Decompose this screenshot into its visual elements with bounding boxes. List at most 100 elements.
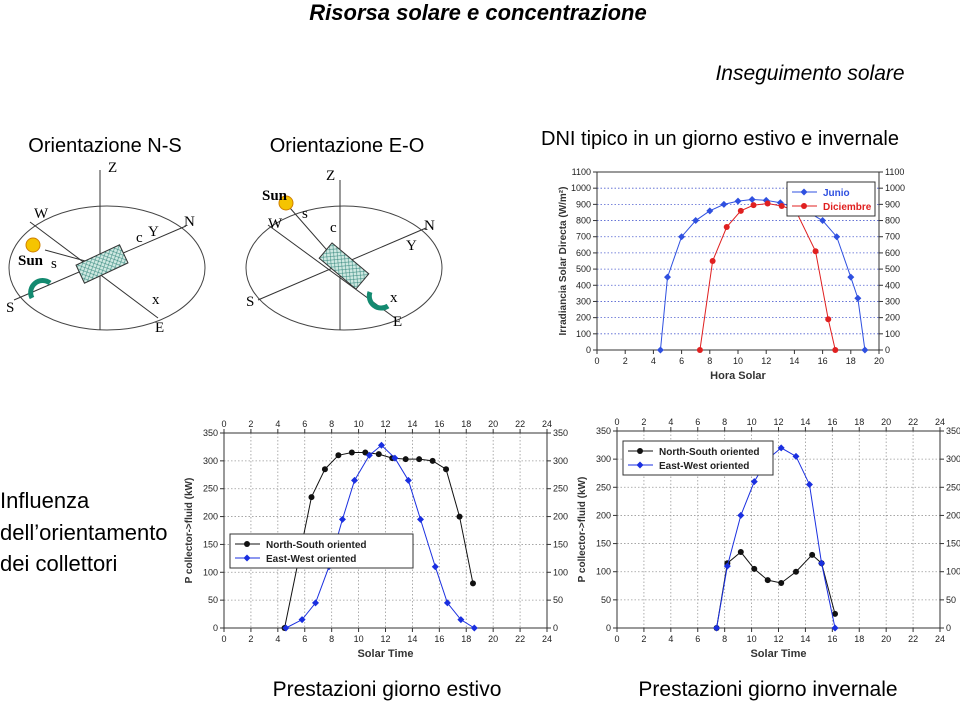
marker — [854, 294, 862, 302]
x-tick-label: 20 — [874, 356, 884, 366]
y2-tick-label: 100 — [885, 329, 900, 339]
marker — [298, 616, 306, 624]
marker — [805, 480, 813, 488]
x-tick-label: 22 — [908, 417, 918, 427]
y-tick-label: 150 — [596, 539, 611, 549]
x-tick-label: 8 — [329, 634, 334, 644]
x-tick-label: 12 — [380, 634, 390, 644]
y2-tick-label: 200 — [946, 510, 960, 520]
y-tick-label: 350 — [203, 428, 218, 438]
x-axis-label: Solar Time — [750, 648, 806, 660]
legend-marker — [636, 461, 644, 469]
legend-box — [622, 440, 774, 476]
y-tick-label: 100 — [596, 567, 611, 577]
marker — [312, 599, 320, 607]
sun — [25, 237, 41, 253]
x-tick-label: 18 — [846, 356, 856, 366]
legend-label: East-West oriented — [659, 461, 749, 472]
x-tick-label: 14 — [800, 417, 810, 427]
marker — [706, 207, 714, 215]
y-tick-label: 50 — [208, 595, 218, 605]
marker — [818, 559, 826, 567]
x-tick-label: 12 — [761, 356, 771, 366]
y2-tick-label: 250 — [946, 482, 960, 492]
x-tick-label: 18 — [461, 634, 471, 644]
x-tick-label: 4 — [668, 417, 673, 427]
y-tick-label: 250 — [596, 482, 611, 492]
marker — [709, 258, 716, 264]
marker — [713, 624, 721, 632]
marker — [737, 511, 745, 519]
y-tick-label: 200 — [596, 510, 611, 520]
x-tick-label: 24 — [935, 417, 945, 427]
marker — [764, 200, 771, 207]
x-tick-label: 6 — [695, 634, 700, 644]
marker — [833, 233, 841, 241]
x-tick-label: 24 — [542, 634, 552, 644]
x-tick-label: 0 — [221, 419, 226, 429]
x-tick-label: 4 — [275, 634, 280, 644]
y-tick-label: 0 — [606, 623, 611, 633]
x-tick-label: 18 — [461, 419, 471, 429]
y-tick-label: 0 — [213, 623, 218, 633]
y-tick-label: 200 — [576, 313, 591, 323]
marker — [678, 233, 686, 241]
x-tick-label: 10 — [733, 356, 743, 366]
x-tick-label: 16 — [434, 419, 444, 429]
y2-tick-label: 50 — [553, 595, 563, 605]
diagram-label: S — [246, 294, 254, 310]
horizon-ellipse — [8, 205, 206, 331]
y-tick-label: 1000 — [571, 183, 591, 193]
x-tick-label: 12 — [773, 634, 783, 644]
marker — [792, 568, 799, 575]
marker — [778, 202, 785, 209]
x-tick-label: 20 — [881, 634, 891, 644]
marker — [750, 202, 757, 209]
marker — [348, 449, 355, 456]
side-text: dei collettori — [0, 551, 117, 576]
y-tick-label: 400 — [576, 280, 591, 290]
x-tick-label: 4 — [668, 634, 673, 644]
marker — [812, 248, 819, 255]
y-axis-label: P collector->fluid (kW) — [577, 477, 588, 583]
marker — [443, 599, 451, 607]
chart-title: DNI tipico in un giorno estivo e inverna… — [541, 128, 899, 150]
legend-marker — [800, 188, 808, 196]
rotation-arrow — [366, 291, 390, 311]
chart-title: Prestazioni giorno estivo — [273, 678, 502, 701]
y2-tick-label: 600 — [885, 248, 900, 258]
x-tick-label: 6 — [302, 634, 307, 644]
marker — [404, 476, 412, 484]
x-tick-label: 24 — [935, 634, 945, 644]
x-axis-label: Solar Time — [357, 648, 413, 660]
y2-tick-label: 50 — [946, 595, 956, 605]
y2-tick-label: 150 — [553, 539, 568, 549]
marker — [819, 217, 827, 225]
plot-frame — [616, 430, 941, 629]
x-tick-label: 2 — [248, 634, 253, 644]
marker — [764, 577, 771, 584]
y-tick-label: 1100 — [572, 167, 591, 177]
x-tick-label: 20 — [488, 634, 498, 644]
x-tick-label: 6 — [302, 419, 307, 429]
side-text: dell’orientamento — [0, 520, 168, 545]
diagram-label: x — [152, 292, 160, 308]
y-tick-label: 0 — [586, 345, 591, 355]
legend-label: Diciembre — [823, 202, 872, 213]
x-tick-label: 8 — [722, 634, 727, 644]
diagram-label: Y — [148, 224, 159, 240]
x-tick-label: 16 — [827, 634, 837, 644]
chart-title: Prestazioni giorno invernale — [638, 678, 897, 701]
collector — [75, 244, 129, 284]
legend-label: Junio — [823, 188, 850, 199]
y-tick-label: 600 — [576, 248, 591, 258]
y2-tick-label: 400 — [885, 280, 900, 290]
x-tick-label: 20 — [488, 419, 498, 429]
y2-tick-label: 500 — [885, 264, 900, 274]
y-axis-label: P collector->fluid (kW) — [184, 478, 195, 584]
marker — [832, 347, 839, 353]
y2-tick-label: 350 — [553, 428, 568, 438]
y-tick-label: 500 — [576, 264, 591, 274]
y-tick-label: 700 — [576, 232, 591, 242]
y-tick-label: 200 — [203, 512, 218, 522]
